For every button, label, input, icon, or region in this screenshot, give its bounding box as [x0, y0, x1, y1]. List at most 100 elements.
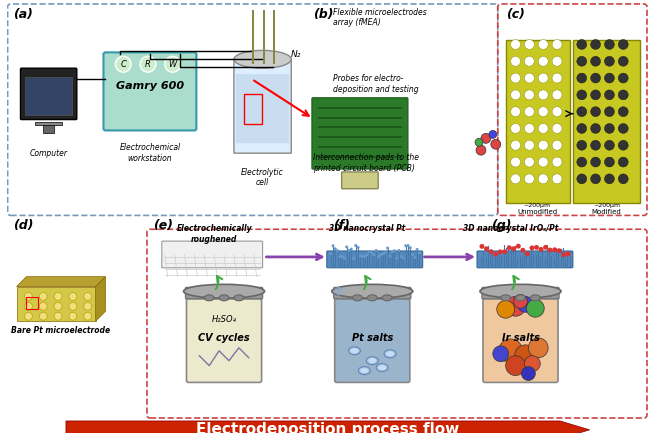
Circle shape — [552, 73, 562, 83]
Text: H₂SO₄: H₂SO₄ — [212, 315, 236, 324]
Circle shape — [357, 246, 359, 249]
Circle shape — [525, 107, 534, 117]
Circle shape — [525, 90, 534, 100]
Text: Probes for electro-
deposition and testing: Probes for electro- deposition and testi… — [333, 74, 419, 93]
Circle shape — [552, 157, 562, 167]
Circle shape — [348, 249, 350, 252]
Circle shape — [605, 57, 615, 66]
Circle shape — [481, 134, 491, 143]
Text: Pt salts: Pt salts — [352, 333, 393, 343]
Circle shape — [618, 57, 628, 66]
Circle shape — [140, 57, 156, 72]
Circle shape — [552, 247, 557, 252]
Circle shape — [534, 245, 539, 250]
FancyBboxPatch shape — [483, 299, 558, 382]
Circle shape — [516, 244, 521, 249]
Ellipse shape — [516, 295, 525, 301]
Circle shape — [391, 250, 394, 253]
Circle shape — [529, 245, 534, 251]
Circle shape — [402, 257, 405, 259]
Circle shape — [510, 140, 521, 150]
Circle shape — [384, 251, 387, 254]
Circle shape — [525, 157, 534, 167]
Circle shape — [25, 302, 33, 310]
Circle shape — [54, 312, 62, 320]
Circle shape — [552, 107, 562, 117]
Bar — [318, 156, 402, 158]
Circle shape — [502, 249, 507, 254]
Circle shape — [491, 139, 501, 149]
Circle shape — [370, 251, 373, 254]
Circle shape — [590, 140, 600, 150]
FancyBboxPatch shape — [186, 299, 262, 382]
Circle shape — [54, 293, 62, 300]
Circle shape — [506, 245, 512, 250]
Circle shape — [552, 90, 562, 100]
Text: Modified: Modified — [592, 209, 621, 215]
Text: Interconnection pads to the
printed circuit board (PCB): Interconnection pads to the printed circ… — [313, 153, 419, 173]
Circle shape — [25, 293, 33, 300]
Text: Electrochemically
roughened: Electrochemically roughened — [176, 224, 252, 244]
Circle shape — [525, 124, 534, 134]
Circle shape — [54, 302, 62, 310]
Circle shape — [518, 297, 533, 312]
Circle shape — [525, 73, 534, 83]
Circle shape — [538, 39, 548, 49]
Text: 3D nanocrystal IrOₓ/Pt: 3D nanocrystal IrOₓ/Pt — [463, 224, 559, 233]
Circle shape — [521, 367, 535, 381]
FancyBboxPatch shape — [234, 59, 291, 153]
Bar — [262, 10, 264, 64]
Circle shape — [538, 157, 548, 167]
Circle shape — [525, 174, 534, 184]
Circle shape — [510, 73, 521, 83]
Text: R: R — [145, 60, 151, 69]
Ellipse shape — [352, 295, 363, 301]
Circle shape — [475, 138, 483, 146]
Bar — [35, 121, 62, 126]
Ellipse shape — [234, 50, 291, 68]
Circle shape — [493, 346, 508, 362]
Circle shape — [605, 107, 615, 117]
Text: Computer: Computer — [30, 149, 68, 158]
Circle shape — [488, 249, 493, 254]
Circle shape — [352, 257, 355, 260]
Circle shape — [605, 39, 615, 49]
Circle shape — [510, 57, 521, 66]
Circle shape — [480, 244, 484, 249]
Circle shape — [506, 297, 525, 316]
Circle shape — [577, 90, 587, 100]
Circle shape — [39, 312, 47, 320]
Circle shape — [590, 107, 600, 117]
Text: ~200μm: ~200μm — [593, 202, 620, 208]
FancyBboxPatch shape — [335, 299, 410, 382]
Circle shape — [413, 256, 417, 259]
Circle shape — [329, 252, 332, 255]
Polygon shape — [16, 277, 105, 286]
Circle shape — [411, 253, 414, 256]
Text: (c): (c) — [506, 8, 525, 21]
Circle shape — [538, 140, 548, 150]
Bar — [318, 107, 402, 109]
Bar — [43, 126, 54, 134]
Circle shape — [552, 174, 562, 184]
Text: Unmodified: Unmodified — [518, 209, 557, 215]
Text: (a): (a) — [12, 8, 33, 21]
Bar — [318, 136, 402, 138]
Ellipse shape — [386, 351, 394, 356]
Circle shape — [605, 157, 615, 167]
Circle shape — [336, 249, 339, 252]
Circle shape — [39, 293, 47, 300]
Circle shape — [538, 107, 548, 117]
Text: C: C — [120, 60, 126, 69]
Circle shape — [618, 140, 628, 150]
Circle shape — [400, 255, 403, 258]
Bar — [273, 10, 275, 64]
Circle shape — [577, 140, 587, 150]
Text: N₂: N₂ — [291, 50, 301, 59]
Circle shape — [538, 57, 548, 66]
Ellipse shape — [234, 295, 244, 301]
Circle shape — [510, 124, 521, 134]
Circle shape — [484, 246, 489, 251]
Circle shape — [618, 39, 628, 49]
Circle shape — [618, 73, 628, 83]
